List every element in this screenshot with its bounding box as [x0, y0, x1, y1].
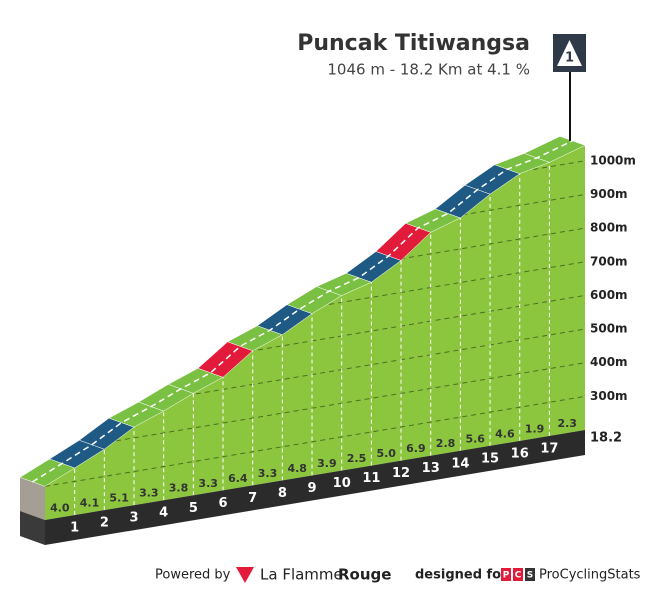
km-label: 16 [511, 446, 529, 461]
km-label: 1 [70, 521, 79, 536]
km-label: 8 [278, 486, 287, 501]
km-label: 7 [248, 491, 257, 506]
footer: Powered by La Flamme Rouge designed for … [155, 566, 641, 584]
altitude-line [45, 395, 585, 487]
brand-name: La Flamme [260, 566, 343, 584]
altitude-label: 800m [590, 221, 628, 235]
gradient-label: 2.5 [347, 452, 367, 465]
gradient-label: 3.9 [317, 457, 337, 470]
gradient-label: 5.0 [376, 447, 396, 460]
gradient-label: 5.1 [109, 492, 129, 505]
flamme-logo [236, 567, 254, 583]
km-label: 5 [189, 501, 198, 516]
gradient-label: 4.1 [80, 497, 100, 510]
km-label: 15 [481, 451, 499, 466]
km-label: 4 [159, 506, 168, 521]
altitude-line [45, 362, 585, 454]
base-side [20, 511, 45, 545]
side-face [20, 477, 45, 520]
gradient-label: 4.6 [495, 427, 515, 440]
km-label: 2 [100, 516, 109, 531]
pcs-letter: P [503, 571, 510, 581]
chart-title: Puncak Titiwangsa [297, 31, 530, 56]
pcs-letter: C [515, 571, 522, 581]
chart-subtitle: 1046 m - 18.2 Km at 4.1 % [327, 61, 530, 79]
altitude-label: 300m [590, 389, 628, 403]
plot: 300m 400m 500m 600m 700m 800m 900m 1000m 4.0 4.1 5… [19, 72, 636, 545]
km-label: 10 [333, 476, 351, 491]
km-label: 6 [218, 496, 227, 511]
gradient-label: 3.3 [198, 477, 218, 490]
gradient-label: 6.4 [228, 472, 248, 485]
badge-triangle [557, 40, 582, 66]
category-label: 1 [565, 51, 574, 66]
altitude-label: 600m [590, 288, 628, 302]
pcs-letter: S [527, 571, 533, 581]
km-label: 14 [451, 456, 469, 471]
km-label: 12 [392, 466, 410, 481]
pcs-box [525, 568, 535, 581]
km-label: 9 [308, 481, 317, 496]
pcs-name: ProCyclingStats [539, 568, 641, 583]
altitude-label: 700m [590, 254, 628, 268]
gradient-label: 2.8 [436, 437, 456, 450]
profile-face [45, 145, 585, 520]
km-label: 17 [540, 441, 558, 456]
gradient-label: 3.8 [169, 482, 189, 495]
gradient-label: 4.0 [50, 502, 70, 515]
km-label: 11 [362, 471, 380, 486]
altitude-label: 400m [590, 355, 628, 369]
pcs-box [501, 568, 511, 581]
altitude-label: 1000m [590, 153, 636, 167]
pcs-box [513, 568, 523, 581]
gradient-label: 3.3 [258, 467, 278, 480]
km-label: 13 [422, 461, 440, 476]
gradient-label: 1.9 [525, 422, 545, 435]
base-band [45, 430, 585, 545]
altitude-label: 500m [590, 322, 628, 336]
brand-name-bold: Rouge [338, 566, 391, 584]
altitude-label: 900m [590, 187, 628, 201]
gradient-label: 4.8 [287, 462, 307, 475]
gradient-label: 3.3 [139, 487, 159, 500]
gradient-label: 6.9 [406, 442, 426, 455]
designed-for: designed for [415, 568, 508, 583]
distance-label: 18.2 [590, 431, 622, 446]
gradient-label: 5.6 [465, 432, 485, 445]
centerline [32, 140, 573, 483]
gradient-label: 2.3 [557, 417, 577, 430]
powered-by: Powered by [155, 568, 231, 583]
km-label: 3 [129, 511, 138, 526]
